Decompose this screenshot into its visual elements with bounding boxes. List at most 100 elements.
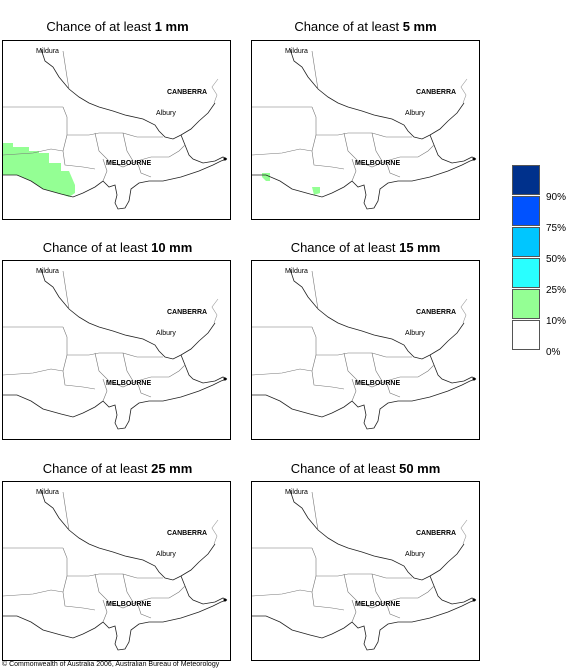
title-prefix: Chance of at least bbox=[290, 461, 400, 476]
coastline bbox=[3, 378, 228, 430]
district-boundary bbox=[385, 601, 401, 619]
place-label-canberra: CANBERRA bbox=[167, 309, 207, 316]
title-amount: 50 mm bbox=[399, 461, 441, 476]
place-label-melbourne: MELBOURNE bbox=[106, 160, 151, 167]
legend-swatch-75 bbox=[512, 196, 540, 226]
district-boundary bbox=[311, 134, 345, 170]
state-border-east bbox=[429, 575, 477, 605]
act-border bbox=[460, 519, 468, 545]
place-label-mildura: Mildura bbox=[285, 489, 308, 496]
map-panel-10mm: Mildura CANBERRA Albury MELBOURNE bbox=[2, 260, 231, 440]
district-boundary bbox=[311, 354, 345, 390]
district-boundary bbox=[62, 270, 70, 310]
place-label-albury: Albury bbox=[156, 330, 176, 337]
map-panel-1mm: Mildura CANBERRA Albury MELBOURNE bbox=[2, 40, 231, 220]
place-label-albury: Albury bbox=[405, 330, 425, 337]
place-label-canberra: CANBERRA bbox=[167, 530, 207, 537]
district-boundary bbox=[311, 50, 319, 90]
map-panel-5mm: Mildura CANBERRA Albury MELBOURNE bbox=[251, 40, 480, 220]
district-boundary bbox=[122, 573, 134, 603]
panel-title-50mm: Chance of at least 50 mm bbox=[248, 461, 483, 476]
district-boundary bbox=[3, 368, 64, 376]
map-panel-50mm: Mildura CANBERRA Albury MELBOURNE bbox=[251, 481, 480, 661]
legend-label-10: 10% bbox=[546, 316, 567, 327]
title-amount: 10 mm bbox=[151, 240, 193, 255]
act-border bbox=[211, 519, 219, 545]
act-border bbox=[211, 78, 219, 104]
copyright-notice: © Commonwealth of Australia 2006, Austra… bbox=[2, 661, 220, 668]
legend-label-0: 0% bbox=[546, 347, 561, 358]
title-prefix: Chance of at least bbox=[46, 19, 155, 34]
district-boundary bbox=[136, 160, 152, 178]
panel-title-10mm: Chance of at least 10 mm bbox=[0, 240, 235, 255]
district-boundary bbox=[311, 547, 412, 579]
district-boundary bbox=[62, 354, 96, 390]
gabo-point-marker bbox=[223, 598, 227, 602]
gabo-point-marker bbox=[472, 377, 476, 381]
district-boundary bbox=[62, 491, 70, 531]
gabo-point-marker bbox=[223, 157, 227, 161]
gabo-point-marker bbox=[223, 377, 227, 381]
place-label-canberra: CANBERRA bbox=[416, 530, 456, 537]
rain-probability-area bbox=[3, 143, 75, 197]
place-label-albury: Albury bbox=[156, 110, 176, 117]
district-boundary bbox=[102, 378, 108, 402]
district-boundary bbox=[252, 368, 313, 376]
legend-label-90: 90% bbox=[546, 192, 567, 203]
coastline bbox=[3, 599, 228, 651]
coastline bbox=[252, 599, 477, 651]
title-prefix: Chance of at least bbox=[294, 19, 403, 34]
place-label-melbourne: MELBOURNE bbox=[355, 380, 400, 387]
victoria-map: Mildura CANBERRA Albury MELBOURNE bbox=[3, 489, 228, 651]
district-boundary bbox=[62, 106, 163, 138]
title-amount: 1 mm bbox=[154, 19, 189, 34]
district-boundary bbox=[3, 589, 64, 597]
place-label-melbourne: MELBOURNE bbox=[106, 380, 151, 387]
legend-label-50: 50% bbox=[546, 254, 567, 265]
victoria-map: Mildura CANBERRA Albury MELBOURNE bbox=[252, 268, 477, 430]
coastline bbox=[252, 378, 477, 430]
district-boundary bbox=[122, 352, 134, 382]
state-border-east bbox=[429, 134, 477, 164]
place-label-mildura: Mildura bbox=[36, 489, 59, 496]
state-border-east bbox=[429, 354, 477, 384]
map-panel-15mm: Mildura CANBERRA Albury MELBOURNE bbox=[251, 260, 480, 440]
place-label-mildura: Mildura bbox=[285, 48, 308, 55]
place-label-mildura: Mildura bbox=[36, 268, 59, 275]
district-boundary bbox=[252, 148, 313, 156]
title-amount: 15 mm bbox=[399, 240, 441, 255]
title-prefix: Chance of at least bbox=[290, 240, 400, 255]
victoria-map: Mildura CANBERRA Albury MELBOURNE bbox=[3, 268, 228, 430]
state-border-east bbox=[180, 354, 228, 384]
place-label-canberra: CANBERRA bbox=[416, 89, 456, 96]
district-boundary bbox=[62, 575, 96, 611]
district-boundary bbox=[102, 158, 108, 182]
gabo-point-marker bbox=[472, 157, 476, 161]
place-label-canberra: CANBERRA bbox=[167, 89, 207, 96]
panel-title-25mm: Chance of at least 25 mm bbox=[0, 461, 235, 476]
place-label-canberra: CANBERRA bbox=[416, 309, 456, 316]
district-boundary bbox=[371, 352, 383, 382]
district-boundary bbox=[385, 380, 401, 398]
rain-probability-area bbox=[312, 187, 320, 195]
coastline bbox=[3, 158, 228, 210]
panel-title-5mm: Chance of at least 5 mm bbox=[248, 19, 483, 34]
gabo-point-marker bbox=[472, 598, 476, 602]
title-amount: 5 mm bbox=[402, 19, 437, 34]
state-border-murray bbox=[40, 489, 216, 581]
state-border-murray bbox=[289, 268, 465, 360]
state-border-murray bbox=[289, 48, 465, 140]
act-border bbox=[211, 298, 219, 324]
legend-swatch-90 bbox=[512, 165, 540, 195]
place-label-mildura: Mildura bbox=[285, 268, 308, 275]
district-boundary bbox=[311, 106, 412, 138]
district-boundary bbox=[311, 326, 412, 358]
panel-title-15mm: Chance of at least 15 mm bbox=[248, 240, 483, 255]
place-label-albury: Albury bbox=[405, 551, 425, 558]
district-boundary bbox=[122, 132, 134, 162]
victoria-map: Mildura CANBERRA Albury MELBOURNE bbox=[252, 48, 477, 210]
map-panel-25mm: Mildura CANBERRA Albury MELBOURNE bbox=[2, 481, 231, 661]
legend-swatch-50 bbox=[512, 227, 540, 257]
district-boundary bbox=[62, 326, 163, 358]
state-border-murray bbox=[289, 489, 465, 581]
